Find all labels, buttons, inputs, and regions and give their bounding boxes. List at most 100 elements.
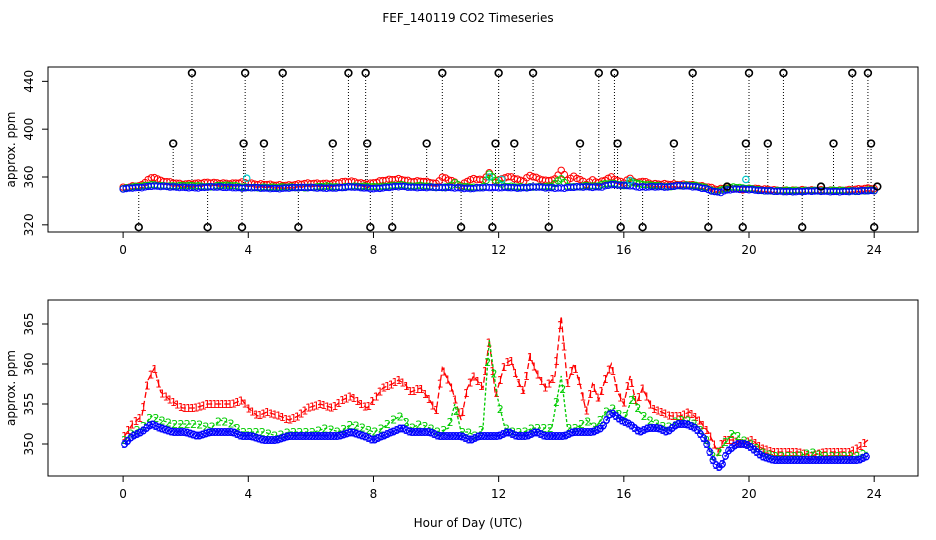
bottom-symbol-series-1: 1	[369, 395, 376, 408]
bottom-point-series-3	[465, 435, 473, 443]
top-outlier-point	[134, 223, 143, 232]
top-point-cyan	[242, 174, 251, 182]
top-outlier-point	[669, 139, 679, 148]
bottom-point-series-3	[524, 431, 532, 439]
top-x-tick-label: 16	[616, 243, 631, 257]
bottom-symbol-series-1: 1	[433, 404, 440, 417]
bottom-symbol-series-1: 1	[677, 410, 684, 423]
bottom-symbol-series-2: 2	[165, 417, 172, 430]
bottom-point-series-3	[456, 432, 464, 440]
bottom-symbol-series-2: 2	[221, 416, 228, 429]
bottom-point-series-3	[387, 429, 395, 437]
bottom-symbol-series-1: 1	[718, 438, 725, 451]
bottom-symbol-series-1: 1	[643, 391, 650, 404]
bottom-point-series-3	[230, 429, 238, 437]
bottom-symbol-series-2: 2	[584, 415, 591, 428]
bottom-point-series-3	[640, 426, 648, 434]
bottom-symbol-series-2: 2	[359, 422, 366, 435]
bottom-symbol-series-1: 1	[564, 377, 571, 390]
bottom-symbol-series-2: 2	[384, 418, 391, 431]
bottom-point-series-3	[368, 435, 376, 443]
bottom-symbol-series-1: 1	[835, 446, 842, 459]
bottom-symbol-series-1: 1	[238, 394, 245, 407]
bottom-point-series-3	[186, 430, 194, 437]
bottom-symbol-series-1: 1	[305, 402, 312, 415]
bottom-symbol-series-1: 1	[606, 364, 613, 377]
bottom-point-series-3	[149, 421, 157, 429]
bottom-symbol-series-1: 1	[771, 446, 778, 459]
top-outlier-point	[848, 68, 857, 78]
bottom-symbol-series-2: 2	[422, 420, 429, 433]
bottom-point-series-3	[180, 428, 188, 436]
bottom-symbol-series-1: 1	[647, 399, 654, 412]
bottom-point-series-3	[427, 429, 435, 437]
bottom-symbol-series-1: 1	[316, 398, 323, 411]
bottom-symbol-series-2: 2	[178, 418, 185, 431]
bottom-y-axis-label: approx. ppm	[4, 350, 18, 426]
bottom-symbol-series-1: 1	[331, 400, 338, 413]
top-outlier-point	[361, 68, 370, 78]
bottom-symbol-series-1: 1	[335, 397, 342, 410]
bottom-point-series-3	[687, 422, 695, 430]
bottom-symbol-series-1: 1	[437, 377, 444, 390]
bottom-symbol-series-1: 1	[328, 402, 335, 415]
bottom-symbol-series-3: 3	[131, 429, 138, 442]
bottom-symbol-series-2: 2	[797, 450, 804, 463]
bottom-symbol-series-1: 1	[639, 383, 646, 396]
bottom-symbol-series-1: 1	[343, 392, 350, 405]
bottom-point-series-3	[274, 436, 282, 443]
bottom-symbol-series-1: 1	[346, 391, 353, 404]
bottom-symbol-series-2: 2	[566, 422, 573, 435]
bottom-symbol-series-2: 2	[159, 415, 166, 428]
bottom-symbol-series-2: 2	[246, 426, 253, 439]
bottom-symbol-series-2: 2	[334, 426, 341, 439]
bottom-symbol-series-2: 2	[271, 430, 278, 443]
bottom-symbol-series-1: 1	[286, 414, 293, 427]
bottom-symbol-series-1: 1	[226, 398, 233, 411]
top-outlier-point	[594, 68, 603, 78]
bottom-point-series-3	[471, 434, 479, 442]
bottom-symbol-series-1: 1	[294, 410, 301, 423]
top-outlier-point	[294, 223, 303, 232]
bottom-symbol-series-1: 1	[136, 412, 143, 425]
bottom-symbol-series-2: 2	[528, 423, 535, 436]
bottom-symbol-series-2: 2	[578, 418, 585, 431]
bottom-symbol-series-3: 3	[372, 433, 379, 446]
bottom-symbol-series-1: 1	[684, 407, 691, 420]
top-plot-frame	[47, 66, 919, 233]
bottom-point-series-3	[384, 430, 392, 438]
top-outlier-point	[575, 139, 585, 148]
bottom-point-series-3	[493, 432, 501, 440]
bottom-symbol-series-1: 1	[467, 377, 474, 390]
bottom-symbol-series-1: 1	[534, 369, 541, 382]
top-outlier-point	[240, 68, 250, 78]
bottom-symbol-series-2: 2	[171, 418, 178, 431]
bottom-plot-frame	[47, 299, 919, 477]
bottom-point-series-3	[496, 431, 504, 439]
bottom-symbol-series-3: 3	[600, 419, 607, 432]
bottom-point-series-3	[249, 433, 257, 440]
bottom-symbol-series-2: 2	[453, 405, 460, 418]
bottom-symbol-series-2: 2	[190, 418, 197, 431]
bottom-symbol-series-2: 2	[622, 410, 629, 423]
bottom-symbol-series-1: 1	[767, 445, 774, 458]
bottom-symbol-series-1: 1	[407, 385, 414, 398]
bottom-symbol-series-1: 1	[579, 391, 586, 404]
bottom-symbol-series-1: 1	[429, 399, 436, 412]
bottom-symbol-series-1: 1	[125, 424, 132, 437]
bottom-symbol-series-1: 1	[482, 365, 489, 378]
bottom-symbol-series-3: 3	[562, 429, 569, 442]
bottom-symbol-series-1: 1	[497, 374, 504, 387]
bottom-point-series-3	[468, 435, 476, 443]
bottom-symbol-series-2: 2	[522, 425, 529, 438]
bottom-symbol-series-2: 2	[328, 424, 335, 437]
bottom-symbol-series-3: 3	[143, 422, 150, 435]
bottom-symbol-series-1: 1	[602, 373, 609, 386]
bottom-symbol-series-2: 2	[628, 394, 635, 407]
bottom-symbol-series-3: 3	[603, 414, 610, 427]
bottom-symbol-series-1: 1	[730, 434, 737, 447]
bottom-point-series-3	[684, 421, 692, 429]
bottom-x-tick-label: 16	[616, 487, 631, 501]
bottom-symbol-series-1: 1	[181, 402, 188, 415]
bottom-point-series-3	[252, 434, 260, 441]
